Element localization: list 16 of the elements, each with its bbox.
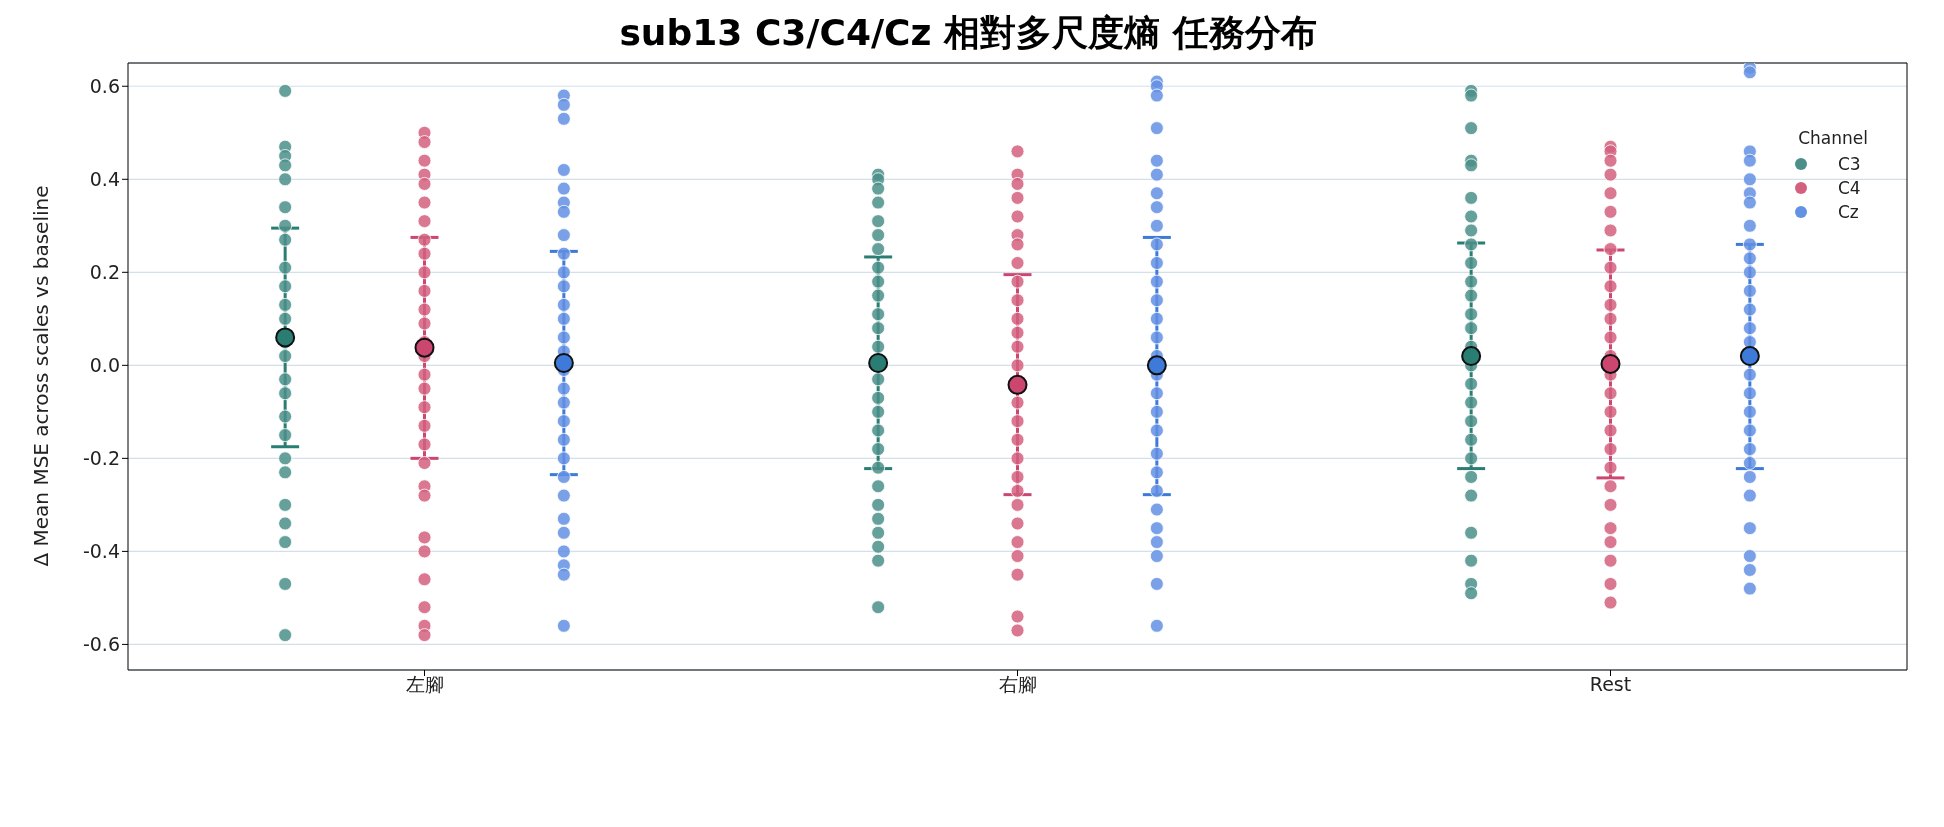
y-tick-label: 0.0 bbox=[89, 354, 120, 377]
legend-label: C3 bbox=[1838, 154, 1862, 174]
legend-label: Cz bbox=[1838, 202, 1860, 222]
y-tick-label: 0.2 bbox=[89, 261, 120, 284]
x-tick-label: 右腳 bbox=[998, 673, 1037, 696]
x-tick-label: Rest bbox=[1589, 673, 1632, 696]
y-tick-label: -0.4 bbox=[82, 540, 120, 563]
legend-label: C4 bbox=[1838, 178, 1862, 198]
y-axis-title: Δ Mean MSE across scales vs baseline bbox=[29, 185, 54, 567]
x-tick-label: 左腳 bbox=[405, 673, 444, 696]
y-tick-label: 0.4 bbox=[89, 168, 120, 191]
y-tick-label: -0.2 bbox=[82, 447, 120, 470]
chart-title: sub13 C3/C4/Cz 相對多尺度熵 任務分布 bbox=[618, 11, 1318, 55]
y-tick-label: -0.6 bbox=[82, 633, 120, 656]
y-tick-label: 0.6 bbox=[89, 75, 120, 97]
legend-title: Channel bbox=[1797, 128, 1868, 148]
